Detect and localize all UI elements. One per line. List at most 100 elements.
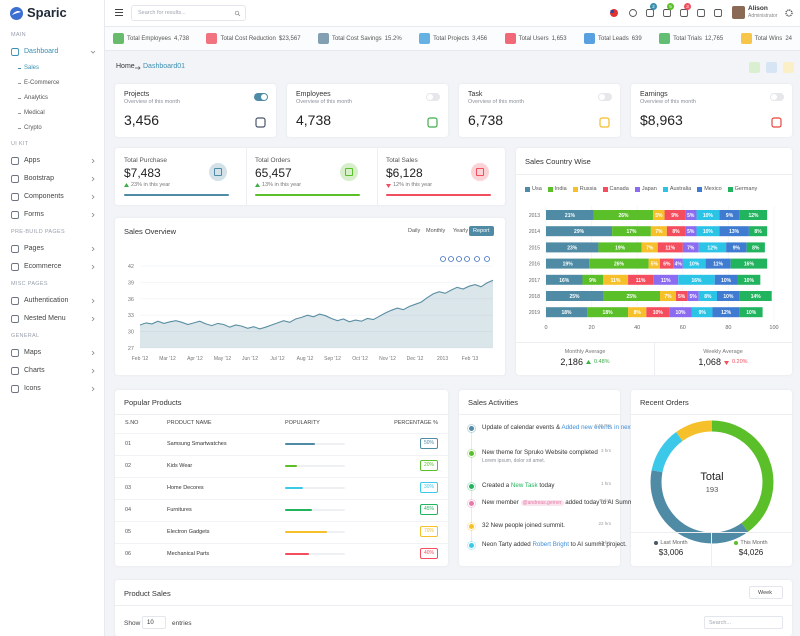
bar-segment bbox=[719, 226, 749, 237]
bar-value-label: 12% bbox=[721, 310, 732, 316]
entries-select[interactable]: 10 bbox=[142, 616, 166, 629]
menu-item-label: Maps bbox=[24, 349, 42, 356]
bar-segment bbox=[650, 226, 667, 237]
period-select[interactable]: Week bbox=[749, 586, 783, 599]
chevron-line bbox=[91, 212, 95, 218]
x-tick-label: 20 bbox=[589, 325, 595, 331]
notification-badge: 3 bbox=[684, 3, 691, 10]
card-divider bbox=[516, 174, 792, 175]
action-button[interactable] bbox=[749, 62, 760, 73]
sales-country-card: Sales Country Wise Usa India Russia Canada Ja… bbox=[516, 148, 792, 375]
legend-item: Mexico bbox=[697, 186, 722, 192]
ticker-value: $23,567 bbox=[278, 35, 301, 42]
search-box[interactable]: Search for results... bbox=[131, 5, 246, 21]
chevron-line bbox=[91, 194, 95, 200]
menu-item[interactable]: Authentication bbox=[0, 293, 104, 309]
row-divider bbox=[115, 521, 448, 522]
popularity-track bbox=[285, 465, 345, 467]
bar-segment bbox=[737, 274, 761, 285]
chevron-line bbox=[91, 298, 95, 304]
legend-label: Mexico bbox=[704, 186, 722, 192]
card-icon-shape bbox=[427, 117, 438, 128]
ticker-value: 3,456 bbox=[472, 35, 488, 42]
menu-icon bbox=[11, 315, 19, 323]
header-icon-shape bbox=[663, 9, 671, 17]
gear bbox=[785, 9, 793, 17]
summary-change: 0.20% bbox=[731, 359, 748, 365]
chevron bbox=[90, 50, 96, 54]
menu-item[interactable]: Charts bbox=[0, 363, 104, 379]
summary-label: Weekly Average bbox=[703, 349, 743, 355]
submenu-item[interactable]: Crypto bbox=[0, 122, 104, 135]
popularity-track bbox=[285, 509, 345, 511]
bar-segment bbox=[589, 258, 649, 269]
toggle[interactable] bbox=[598, 93, 612, 101]
menu-item[interactable]: Icons bbox=[0, 381, 104, 397]
bar-value-label: 8% bbox=[704, 294, 712, 300]
legend-label: Usa bbox=[532, 186, 542, 192]
ticker-value: 639 bbox=[631, 35, 642, 42]
bar-value-label: 5% bbox=[651, 262, 659, 268]
bar-value-label: 12% bbox=[748, 213, 759, 219]
summary-change: 0.48% bbox=[593, 359, 610, 365]
submenu-dash bbox=[18, 68, 21, 69]
submenu-label: E-Commerce bbox=[24, 80, 60, 86]
legend-item: Australia bbox=[662, 186, 691, 192]
card-divider bbox=[711, 532, 712, 566]
donut-chart: Total 193 bbox=[650, 420, 774, 544]
chevron bbox=[91, 316, 95, 322]
menu-item[interactable]: Ecommerce bbox=[0, 259, 104, 275]
menu-item[interactable]: Components bbox=[0, 189, 104, 205]
menu-item[interactable]: Dashboard bbox=[0, 44, 104, 60]
row-divider bbox=[115, 477, 448, 478]
bar-segment bbox=[628, 274, 654, 285]
submenu-label: Medical bbox=[24, 110, 45, 116]
chart-button[interactable]: Report bbox=[469, 226, 494, 236]
menu-icon bbox=[11, 211, 19, 219]
bar-value-label: 5% bbox=[655, 213, 663, 219]
action-button[interactable] bbox=[783, 62, 794, 73]
toggle[interactable] bbox=[426, 93, 440, 101]
popularity-bar bbox=[285, 487, 303, 489]
menu-item[interactable]: Forms bbox=[0, 207, 104, 223]
card-icon-shape bbox=[771, 117, 782, 128]
toggle[interactable] bbox=[254, 93, 268, 101]
breadcrumb-home[interactable]: Home bbox=[116, 63, 135, 70]
chevron bbox=[91, 158, 95, 164]
chart-button[interactable]: Daily bbox=[408, 228, 421, 234]
bar-segment bbox=[673, 258, 683, 269]
activity-text-part: New theme for Spruko Website completed bbox=[482, 449, 598, 456]
menu-item[interactable]: Maps bbox=[0, 345, 104, 361]
bar-segment bbox=[696, 210, 720, 220]
card-icon bbox=[427, 117, 438, 128]
submenu-item[interactable]: E-Commerce bbox=[0, 77, 104, 90]
chart-button[interactable]: Yearly bbox=[453, 228, 469, 234]
chart-button[interactable]: Monthly bbox=[426, 228, 446, 234]
ticker-bar: Total Employees 4,738 Total Cost Reduction… bbox=[105, 27, 800, 51]
breadcrumb-arrow bbox=[135, 66, 141, 70]
submenu-dash bbox=[18, 128, 21, 129]
toggle[interactable] bbox=[770, 93, 784, 101]
menu-item[interactable]: Bootstrap bbox=[0, 171, 104, 187]
submenu-item[interactable]: Medical bbox=[0, 107, 104, 120]
bar-segment bbox=[660, 258, 674, 269]
user-avatar[interactable] bbox=[732, 6, 745, 19]
table-search[interactable]: Search... bbox=[704, 616, 783, 629]
menu-section-title: MAIN bbox=[11, 32, 26, 38]
submenu-item[interactable]: Sales bbox=[0, 62, 104, 75]
bar-segment bbox=[675, 291, 688, 301]
submenu-item[interactable]: Analytics bbox=[0, 92, 104, 105]
menu-item[interactable]: Pages bbox=[0, 241, 104, 257]
toggle-knob bbox=[261, 94, 267, 100]
summary-value: 2,186 bbox=[560, 357, 583, 367]
chevron bbox=[91, 368, 95, 374]
menu-item[interactable]: Apps bbox=[0, 153, 104, 169]
action-button[interactable] bbox=[766, 62, 777, 73]
menu-item[interactable]: Nested Menu bbox=[0, 311, 104, 327]
bar-segment bbox=[546, 258, 590, 269]
legend-item: Germany bbox=[727, 186, 757, 192]
chevron bbox=[91, 386, 95, 392]
bar-value-label: 7% bbox=[646, 245, 654, 251]
cell-sno: 02 bbox=[125, 463, 132, 469]
percentage-badge: 20% bbox=[420, 460, 438, 471]
